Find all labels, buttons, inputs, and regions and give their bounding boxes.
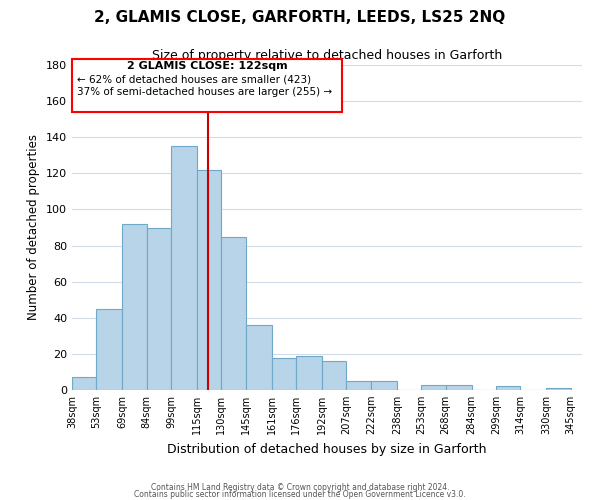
Title: Size of property relative to detached houses in Garforth: Size of property relative to detached ho… xyxy=(152,50,502,62)
Bar xyxy=(97,308,122,390)
Text: ← 62% of detached houses are smaller (423): ← 62% of detached houses are smaller (42… xyxy=(77,75,311,85)
Bar xyxy=(147,228,171,390)
Bar xyxy=(371,381,397,390)
Bar xyxy=(272,358,296,390)
Bar xyxy=(72,378,97,390)
Text: 2 GLAMIS CLOSE: 122sqm: 2 GLAMIS CLOSE: 122sqm xyxy=(127,61,287,71)
Bar xyxy=(296,356,322,390)
Bar xyxy=(421,384,446,390)
Y-axis label: Number of detached properties: Number of detached properties xyxy=(28,134,40,320)
X-axis label: Distribution of detached houses by size in Garforth: Distribution of detached houses by size … xyxy=(167,442,487,456)
Bar xyxy=(446,384,472,390)
Bar xyxy=(546,388,571,390)
Bar xyxy=(346,381,371,390)
Bar xyxy=(122,224,147,390)
Bar xyxy=(496,386,520,390)
Bar xyxy=(322,361,346,390)
Text: 37% of semi-detached houses are larger (255) →: 37% of semi-detached houses are larger (… xyxy=(77,87,332,97)
Bar xyxy=(171,146,197,390)
Bar xyxy=(246,325,272,390)
Text: Contains public sector information licensed under the Open Government Licence v3: Contains public sector information licen… xyxy=(134,490,466,499)
Bar xyxy=(197,170,221,390)
Text: 2, GLAMIS CLOSE, GARFORTH, LEEDS, LS25 2NQ: 2, GLAMIS CLOSE, GARFORTH, LEEDS, LS25 2… xyxy=(94,10,506,25)
Bar xyxy=(221,236,246,390)
Text: Contains HM Land Registry data © Crown copyright and database right 2024.: Contains HM Land Registry data © Crown c… xyxy=(151,484,449,492)
